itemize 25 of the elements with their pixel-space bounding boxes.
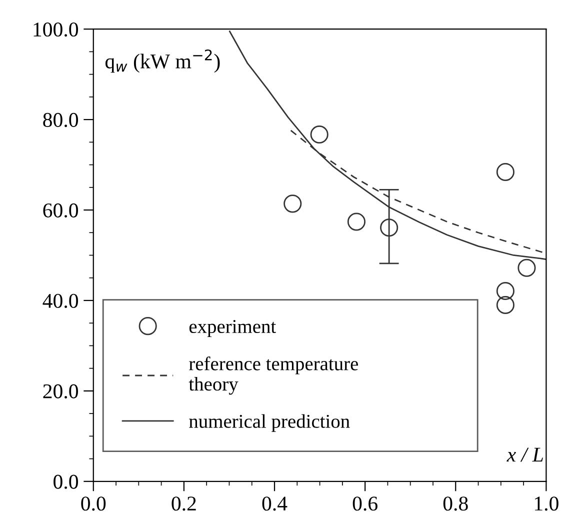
x-axis-title: x / L	[506, 448, 543, 462]
x-tick-label: 0.4	[262, 496, 288, 511]
point	[496, 162, 514, 182]
point	[310, 125, 328, 144]
x-tick-label: 0.8	[443, 496, 468, 511]
point	[518, 258, 536, 277]
legend-label: experiment	[189, 320, 276, 338]
y-tick-label: 100.0	[34, 22, 78, 37]
point	[347, 212, 366, 231]
x-tick-label: 1.0	[535, 496, 558, 511]
point	[496, 282, 514, 300]
point	[284, 194, 302, 213]
point	[496, 296, 514, 314]
x-tick-label: 0.0	[81, 496, 106, 511]
point	[380, 218, 398, 237]
y-tick-label: 80.0	[43, 112, 78, 128]
legend-label: numerical prediction	[189, 414, 350, 432]
y-tick-label: 20.0	[43, 384, 78, 398]
y-tick-label: 60.0	[43, 203, 78, 218]
legend-label: reference temperature theory	[188, 356, 358, 395]
x-tick-label: 0.6	[352, 496, 378, 511]
y-tick-label: 40.0	[42, 294, 78, 308]
y-tick-label: 0.0	[54, 474, 78, 489]
y-axis-title: q$_{w}$ (kW m$^{−2}$)	[105, 49, 220, 73]
x-tick-label: 0.2	[172, 496, 196, 511]
